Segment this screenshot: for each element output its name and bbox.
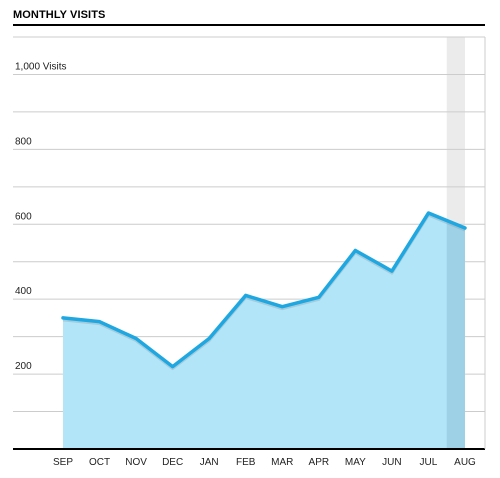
x-tick-label: JAN [200,457,219,468]
y-tick-label: 1,000 Visits [15,61,67,72]
x-tick-label: APR [309,457,330,468]
x-tick-label: DEC [162,457,183,468]
series-line [61,211,467,369]
data-point-mar [280,305,284,309]
y-tick-label: 800 [15,136,32,147]
x-tick-labels: SEP OCT NOV DEC JAN FEB MAR APR MAY JUN JUL AUG [53,457,476,468]
highlight-area-fill [446,220,465,449]
data-point-jul [426,211,430,215]
chart-title: MONTHLY VISITS [13,9,106,21]
x-tick-label: MAY [345,457,366,468]
data-point-jan [207,337,211,341]
axes [13,24,486,450]
y-tick-label: 600 [15,211,32,222]
data-point-oct [98,320,102,324]
x-tick-label: NOV [125,457,147,468]
x-tick-label: MAR [271,457,293,468]
x-tick-label: JUN [382,457,401,468]
data-point-sep [61,316,65,320]
data-point-feb [244,293,248,297]
data-point-nov [134,337,138,341]
x-tick-label: AUG [454,457,476,468]
data-point-apr [317,295,321,299]
x-tick-label: OCT [89,457,110,468]
data-point-aug [463,226,467,230]
line-layer [61,211,467,371]
data-point-dec [171,365,175,369]
data-point-may [353,248,357,252]
y-tick-label: 400 [15,286,32,297]
x-tick-label: FEB [236,457,256,468]
x-tick-label: SEP [53,457,73,468]
x-tick-label: JUL [420,457,438,468]
data-point-jun [390,269,394,273]
y-tick-label: 200 [15,361,32,372]
area-layer [63,213,465,449]
area-fill [63,213,465,449]
y-tick-labels: 1,000 Visits 800 600 400 200 [15,61,67,372]
